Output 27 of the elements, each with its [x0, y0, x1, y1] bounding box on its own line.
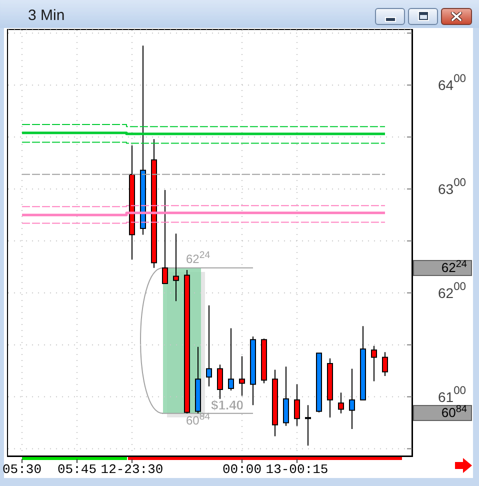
x-tick-label: 05:30	[2, 462, 42, 477]
candlestick	[349, 368, 355, 430]
candlestick	[283, 366, 289, 426]
y-tick-label: 64$^{00}$	[438, 73, 466, 94]
text: 60$^{84}$	[441, 404, 467, 420]
candlestick	[173, 233, 179, 302]
candlestick	[382, 352, 388, 376]
chart-title: 3 Min	[28, 6, 65, 26]
y-tick-label: 63$^{00}$	[438, 176, 466, 197]
candlestick	[228, 328, 234, 392]
x-tick-label: 05:45	[57, 462, 97, 477]
band-label: $1.40	[211, 397, 244, 412]
x-tick-label: 13-00:15	[266, 462, 328, 477]
candlestick	[305, 404, 311, 446]
x-tick-label: 12-23:30	[100, 462, 164, 477]
candlestick	[239, 356, 245, 396]
candlestick	[162, 190, 168, 284]
annotation: 62$^{24}$	[186, 249, 211, 266]
candlestick	[294, 384, 300, 426]
candlestick	[338, 392, 344, 414]
y-tick-label: 62$^{00}$	[438, 280, 466, 301]
candlestick	[206, 304, 212, 387]
x-tick-label: 00:00	[222, 462, 262, 477]
text: 62$^{24}$	[441, 258, 467, 275]
candlestick	[217, 364, 223, 400]
candlestick	[371, 345, 377, 382]
y-tick-label: 61$^{00}$	[438, 384, 466, 405]
